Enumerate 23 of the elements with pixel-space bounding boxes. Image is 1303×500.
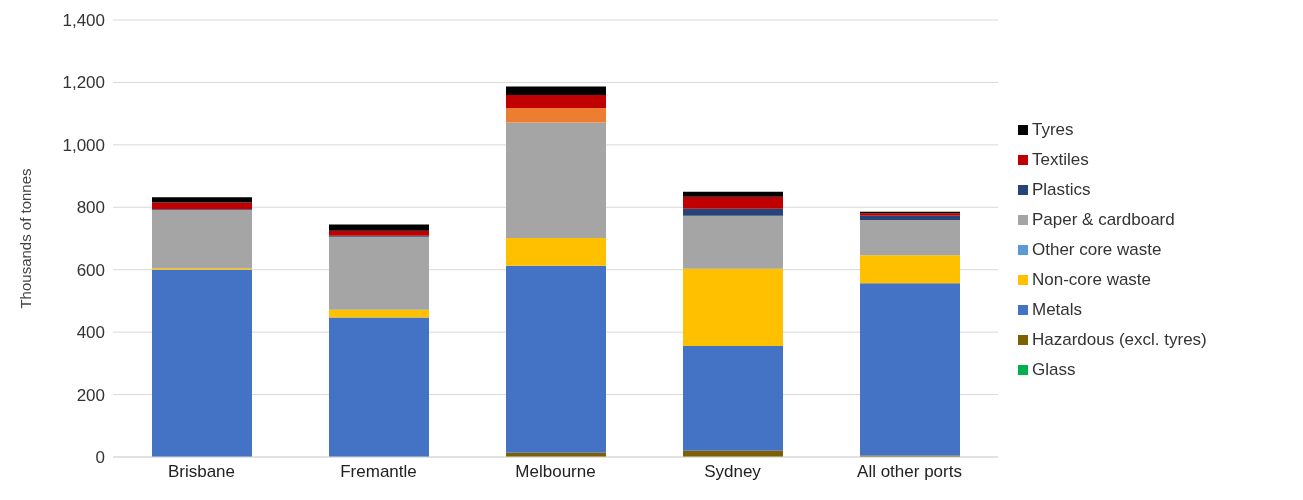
legend-label: Plastics <box>1032 180 1091 200</box>
x-tick-label: Melbourne <box>515 462 596 482</box>
x-tick-label: Brisbane <box>167 462 236 482</box>
legend-label: Hazardous (excl. tyres) <box>1032 330 1207 350</box>
y-tick-label: 1,000 <box>62 135 105 155</box>
y-tick-label: 600 <box>76 260 105 280</box>
x-tick-label: Fremantle <box>340 462 417 482</box>
y-axis-title: Thousands of tonnes <box>17 168 35 309</box>
y-tick-label: 400 <box>76 323 105 343</box>
legend-label: Glass <box>1032 360 1076 380</box>
x-tick-label: Sydney <box>704 462 762 482</box>
legend-label: Tyres <box>1032 120 1074 140</box>
legend-label: Textiles <box>1032 150 1089 170</box>
legend-label: Non-core waste <box>1032 270 1152 290</box>
legend-label: Paper & cardboard <box>1032 210 1175 230</box>
y-tick-label: 800 <box>76 198 105 218</box>
y-tick-label: 1,200 <box>62 73 105 93</box>
y-tick-label: 0 <box>95 448 105 468</box>
y-tick-label: 200 <box>76 385 105 405</box>
legend-label: Metals <box>1032 300 1083 320</box>
x-tick-label: All other ports <box>857 462 962 482</box>
legend-label: Other core waste <box>1032 240 1162 260</box>
y-tick-label: 1,400 <box>62 11 105 31</box>
